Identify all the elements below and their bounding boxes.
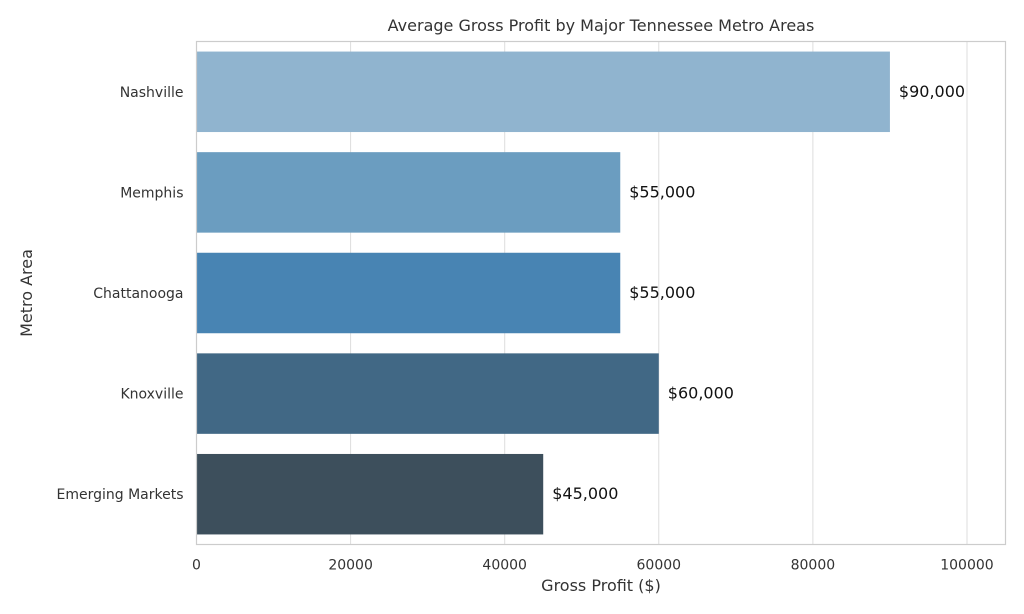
x-tick-label: 40000: [482, 558, 527, 574]
bar-memphis: [196, 152, 621, 233]
x-tick-label: 80000: [791, 558, 836, 574]
category-label: Knoxville: [120, 387, 183, 403]
data-labels: $90,000 $55,000 $55,000 $60,000 $45,000: [552, 82, 965, 503]
x-tick-label: 60000: [637, 558, 682, 574]
plot-frame: [195, 40, 1007, 546]
x-tick-label: 20000: [328, 558, 373, 574]
bar-knoxville: [196, 353, 659, 434]
y-axis-label: Metro Area: [17, 249, 36, 337]
bar-emerging-markets: [196, 453, 544, 535]
bar-chattanooga: [196, 252, 621, 334]
x-tick-label: 0: [192, 558, 201, 574]
bar-nashville: [196, 51, 890, 133]
category-label: Memphis: [120, 185, 183, 201]
x-axis-label: Gross Profit ($): [541, 576, 661, 595]
x-ticks: 0 20000 40000 60000 80000 100000: [192, 558, 994, 574]
x-tick-label: 100000: [940, 558, 993, 574]
category-labels: Nashville Memphis Chattanooga Knoxville Emer…: [56, 85, 183, 503]
bars: [196, 51, 890, 535]
data-label: $45,000: [552, 484, 618, 503]
data-label: $90,000: [899, 82, 965, 101]
category-label: Emerging Markets: [56, 487, 183, 503]
data-label: $55,000: [629, 283, 695, 302]
category-label: Chattanooga: [93, 286, 183, 302]
data-label: $55,000: [629, 182, 695, 201]
data-label: $60,000: [668, 384, 734, 403]
category-label: Nashville: [120, 85, 184, 101]
chart-title: Average Gross Profit by Major Tennessee …: [388, 16, 815, 35]
